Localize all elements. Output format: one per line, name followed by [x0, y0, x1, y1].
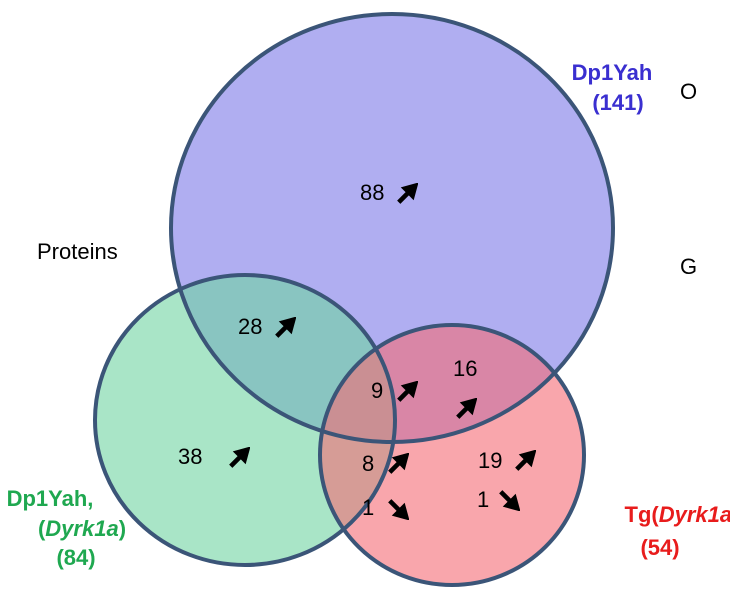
proteins-label: Proteins [37, 239, 118, 264]
cut-label: O [680, 79, 697, 104]
double-fill [95, 275, 395, 565]
text-part: Tg( [625, 502, 660, 527]
tg-fill [320, 325, 584, 585]
set-count: (54) [640, 535, 679, 560]
text-part: Dyrk1a [45, 516, 118, 541]
region-count: 16 [453, 356, 477, 381]
text-part: Dyrk1a [659, 502, 730, 527]
cut-label: G [680, 254, 697, 279]
set-name: Dp1Yah [572, 60, 653, 85]
set-count: (141) [592, 90, 643, 115]
region-count: 28 [238, 314, 262, 339]
set-name: Tg(Dyrk1a) [625, 502, 730, 527]
set-name: (Dyrk1a) [38, 516, 126, 541]
region-count: 1 [477, 487, 489, 512]
region-count: 88 [360, 180, 384, 205]
region-count: 9 [371, 378, 383, 403]
text-part: ( [38, 516, 46, 541]
region-count: 1 [362, 495, 374, 520]
tg-circle [318, 323, 586, 587]
set-circles [93, 12, 615, 587]
set-name: Dp1Yah, [7, 486, 94, 511]
text-part: ) [119, 516, 126, 541]
region-count: 38 [178, 444, 202, 469]
double-circle [93, 273, 397, 567]
region-count: 8 [362, 451, 374, 476]
region-count: 19 [478, 448, 502, 473]
set-count: (84) [56, 545, 95, 570]
